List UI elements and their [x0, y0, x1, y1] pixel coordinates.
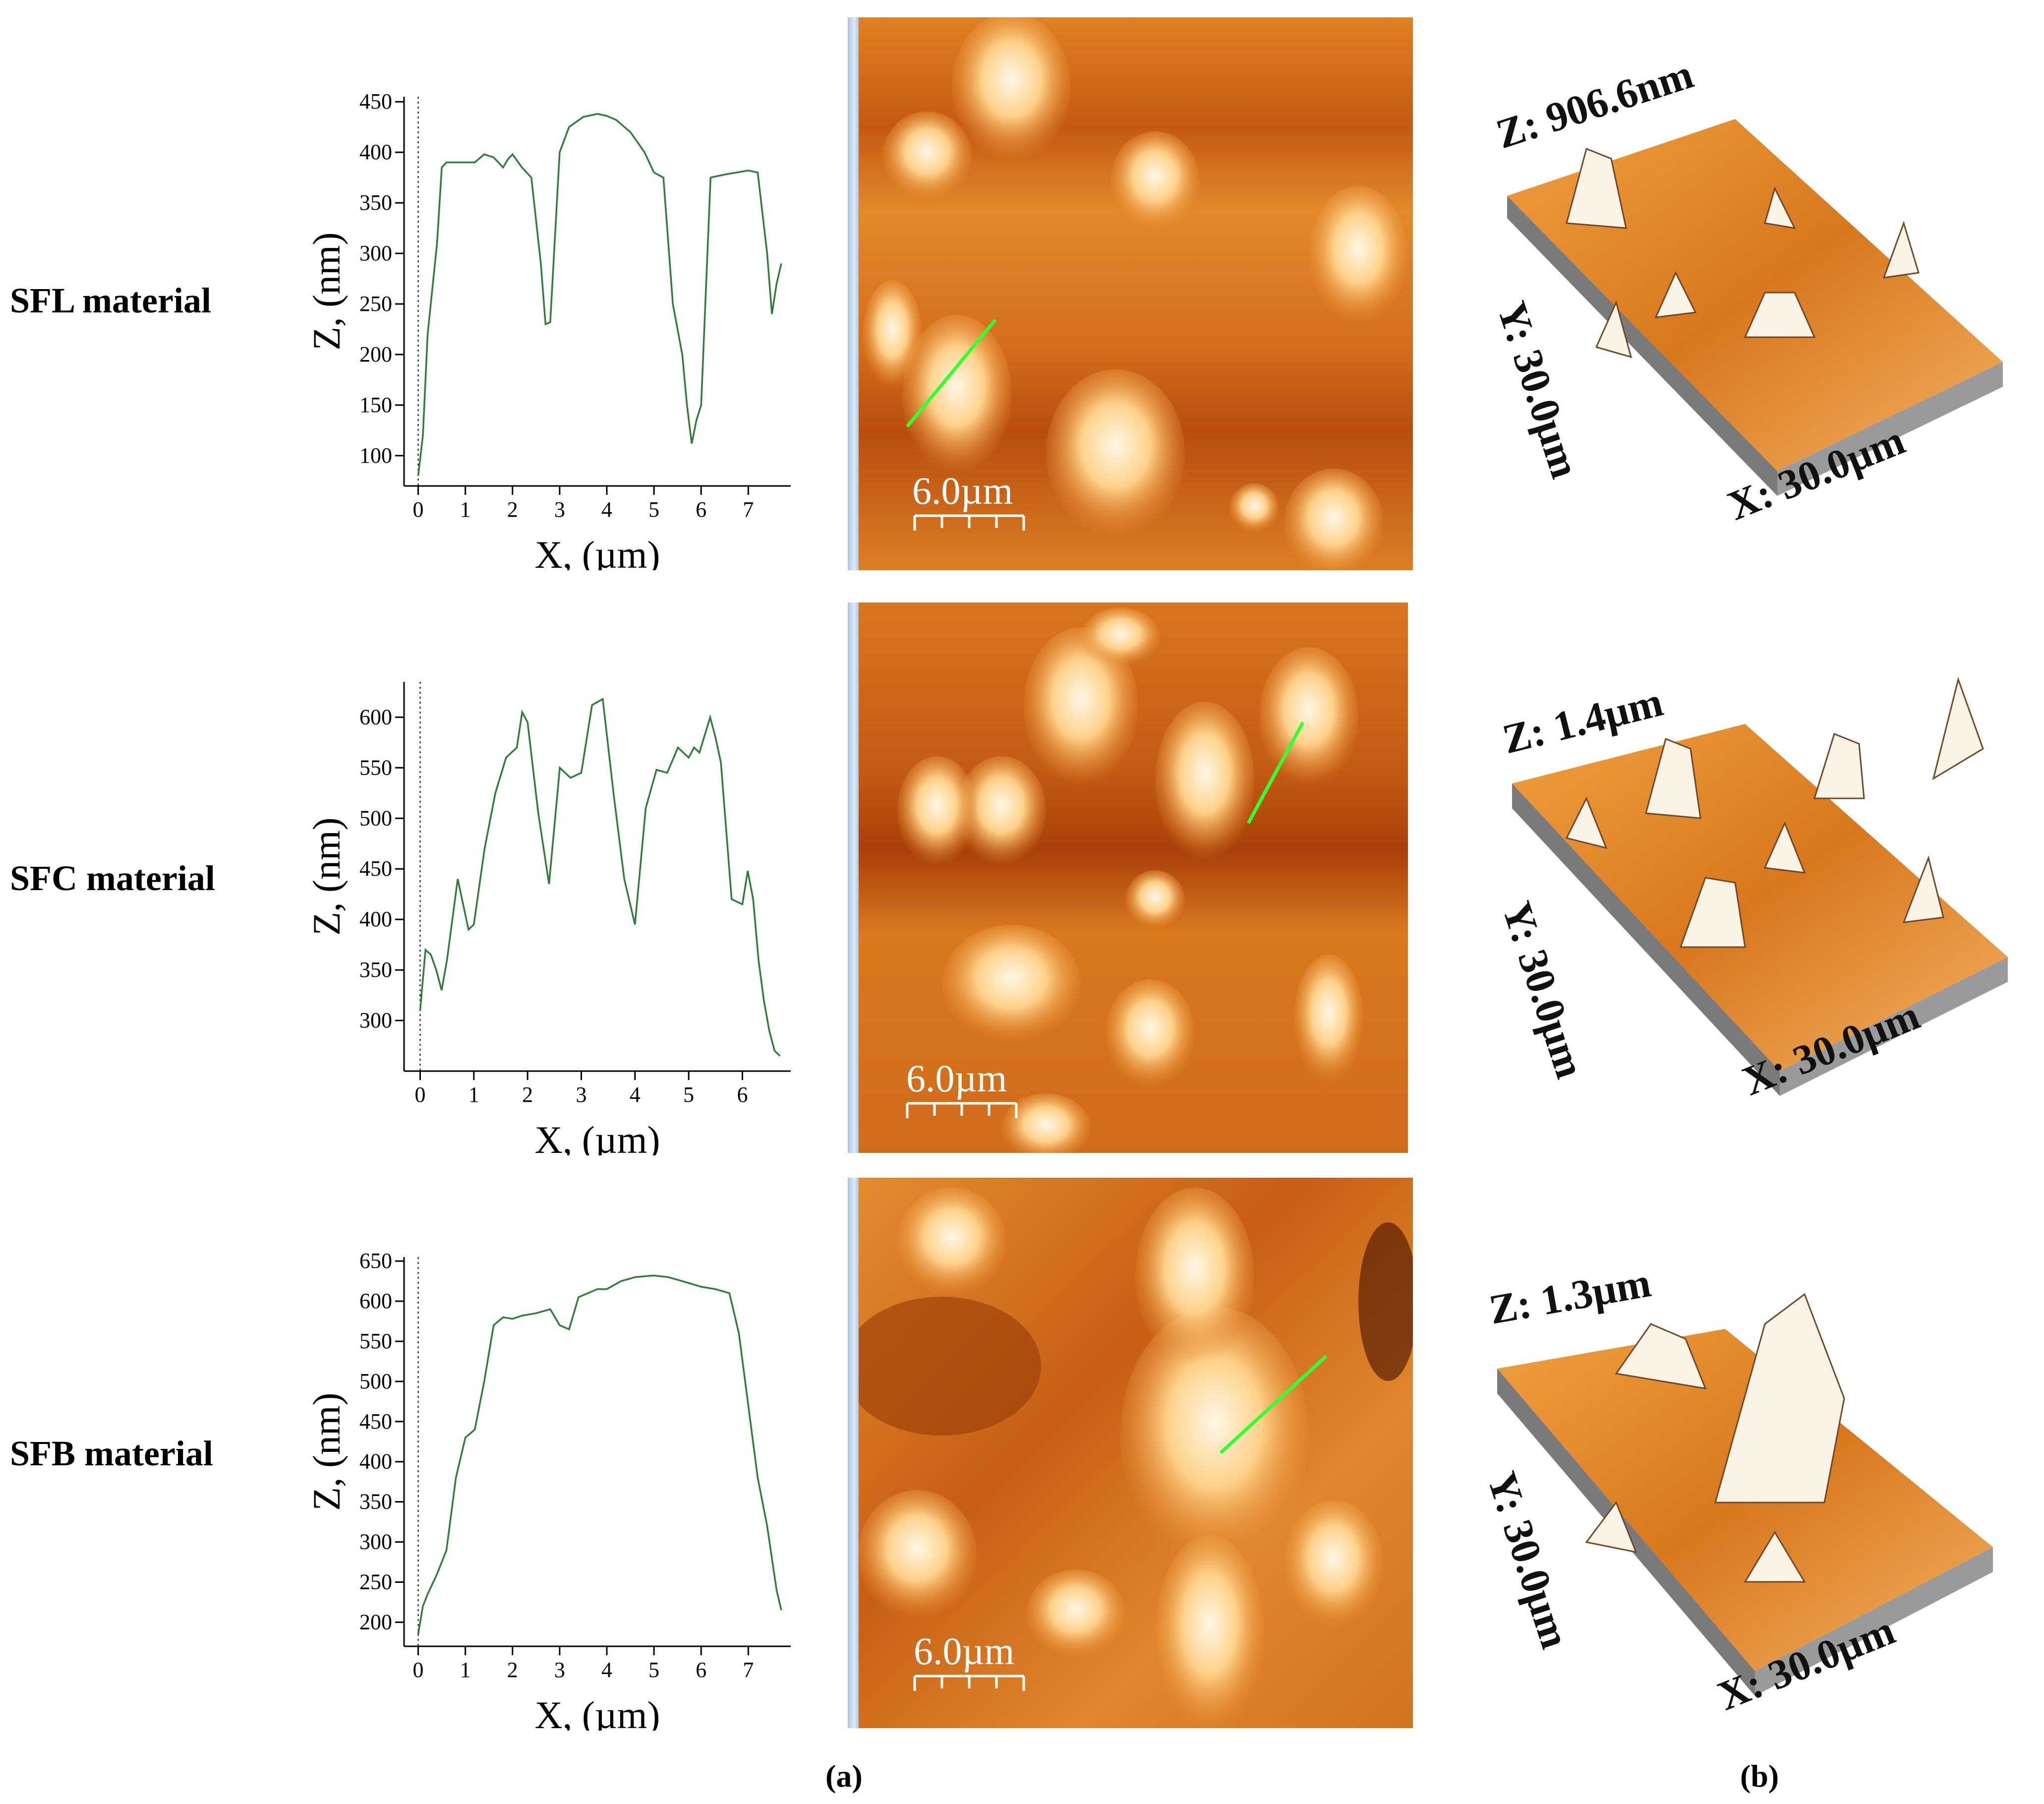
y-tick-label: 400 — [359, 907, 392, 931]
x-tick-label: 6 — [737, 1082, 748, 1107]
y-axis-title: Z, (nm) — [305, 817, 348, 935]
x-tick-label: 4 — [601, 497, 612, 522]
scan-line — [1246, 722, 1305, 824]
row-label-sfb: SFB material — [10, 1434, 213, 1473]
afm-image-sfc: 6.0µm — [848, 602, 1408, 1153]
x-tick-label: 1 — [468, 1082, 479, 1107]
y-tick-label: 500 — [359, 1369, 392, 1393]
y-tick-label: 350 — [359, 1490, 392, 1514]
y-tick-label: 550 — [359, 1329, 392, 1353]
x-tick-label: 4 — [601, 1658, 612, 1682]
y-tick-label: 600 — [359, 1289, 392, 1313]
x-tick-label: 0 — [413, 1658, 424, 1682]
surface-3d-sfb: Z: 1.3µm Y: 30.0µm X: 30.0µm — [1467, 1225, 2043, 1731]
y-axis-label: Y: 30.0µm — [1478, 1466, 1578, 1654]
x-axis-title: X, (µm) — [535, 533, 660, 570]
y-tick-label: 400 — [359, 1449, 392, 1474]
profile-line — [419, 697, 781, 1057]
y-axis-title: Z, (nm) — [305, 232, 348, 350]
row-label-sfl: SFL material — [10, 281, 211, 320]
scale-bar — [913, 514, 1025, 531]
x-tick-label: 7 — [743, 497, 754, 522]
y-axis-label: Y: 30.0µm — [1493, 896, 1593, 1083]
afm-scale-label-sfb: 6.0µm — [914, 1629, 1015, 1673]
x-tick-label: 5 — [648, 1658, 659, 1682]
surface-3d-sfc: Z: 1.4µm Y: 30.0µm X: 30.0µm — [1467, 650, 2043, 1155]
scale-bar — [906, 1102, 1018, 1118]
y-tick-label: 250 — [359, 292, 392, 316]
afm-topography-sfb — [848, 1178, 1413, 1728]
scale-bar — [913, 1675, 1025, 1691]
x-tick-label: 3 — [554, 1658, 565, 1682]
x-tick-label: 1 — [460, 1658, 471, 1682]
y-tick-label: 450 — [359, 1409, 392, 1434]
y-tick-label: 250 — [359, 1570, 392, 1594]
afm-image-sfl: 6.0µm — [848, 17, 1413, 570]
scan-line — [906, 318, 997, 428]
y-tick-label: 100 — [359, 443, 392, 468]
z-axis-label: Z: 1.3µm — [1486, 1260, 1654, 1333]
afm-scale-label-sfl: 6.0µm — [912, 469, 1013, 512]
z-axis-label: Z: 1.4µm — [1498, 679, 1667, 763]
x-tick-label: 6 — [696, 497, 706, 522]
x-tick-label: 2 — [507, 1658, 518, 1682]
profile-line — [417, 1274, 782, 1634]
profile-line — [417, 113, 782, 476]
afm-topography-sfc — [848, 602, 1408, 1153]
row-label-sfc: SFC material — [10, 858, 215, 898]
panel-label-b: (b) — [1740, 1758, 1779, 1794]
x-tick-label: 7 — [743, 1658, 754, 1682]
x-tick-label: 4 — [630, 1082, 641, 1107]
surface-top — [1512, 724, 2008, 1071]
y-tick-label: 350 — [359, 958, 392, 982]
y-tick-label: 450 — [359, 856, 392, 881]
x-tick-label: 0 — [415, 1082, 426, 1107]
scan-line — [1219, 1355, 1328, 1454]
y-tick-label: 200 — [359, 1610, 392, 1634]
y-axis-title: Z, (nm) — [305, 1392, 348, 1510]
y-tick-label: 450 — [359, 89, 392, 114]
y-tick-label: 650 — [359, 1249, 392, 1273]
y-tick-label: 350 — [359, 190, 392, 215]
y-tick-label: 300 — [359, 1530, 392, 1554]
y-tick-label: 550 — [359, 755, 392, 780]
x-tick-label: 1 — [460, 497, 471, 522]
panel-label-a: (a) — [825, 1758, 863, 1794]
afm-scale-label-sfc: 6.0µm — [906, 1057, 1007, 1100]
y-tick-label: 500 — [359, 806, 392, 830]
x-tick-label: 0 — [413, 497, 424, 522]
x-tick-label: 3 — [576, 1082, 587, 1107]
height-profile-sfc: 300 350 400 450 500 550 600 0 1 2 3 4 5 6 X, (µm) Z, (n… — [278, 660, 823, 1161]
x-axis-title: X, (µm) — [535, 1693, 660, 1731]
x-tick-label: 5 — [683, 1082, 694, 1107]
x-tick-label: 2 — [507, 497, 518, 522]
y-tick-label: 400 — [359, 140, 392, 164]
y-tick-label: 600 — [359, 705, 392, 729]
y-tick-label: 150 — [359, 393, 392, 417]
surface-3d-sfl: Z: 906.6nm Y: 30.0µm X: 30.0µm — [1467, 51, 2043, 565]
surface-top — [1507, 119, 2003, 471]
y-axis-label: Y: 30.0µm — [1488, 296, 1588, 483]
x-tick-label: 5 — [648, 497, 659, 522]
y-tick-label: 300 — [359, 241, 392, 265]
afm-image-sfb: 6.0µm — [848, 1178, 1413, 1728]
x-axis-title: X, (µm) — [535, 1118, 660, 1155]
y-tick-label: 300 — [359, 1008, 392, 1032]
x-tick-label: 6 — [696, 1658, 706, 1682]
y-tick-label: 200 — [359, 342, 392, 366]
x-tick-label: 2 — [522, 1082, 533, 1107]
height-profile-sfl: 100 150 200 250 300 350 400 450 0 1 2 3 4 5 6 7 X, (µm) Z… — [278, 74, 823, 576]
height-profile-sfb: 200 250 300 350 400 450 500 550 600 650 0 1 2 3 4 5 6 7 X,… — [278, 1235, 823, 1737]
x-tick-label: 3 — [554, 497, 565, 522]
afm-topography-sfl — [848, 17, 1413, 570]
